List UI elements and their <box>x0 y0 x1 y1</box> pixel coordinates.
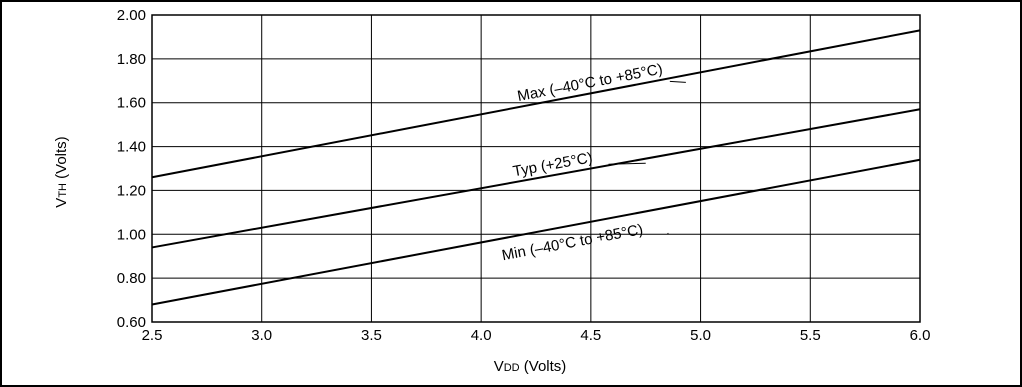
tick-labels: 2.5 3.0 3.5 4.0 4.5 5.0 5.5 6.0 0.60 0.80 1.00 1.20… <box>117 7 931 344</box>
x-tick-label-3: 4.0 <box>471 327 492 344</box>
curve-label-min: Min (–40°C to +85°C) <box>500 221 644 264</box>
y-tick-label-2: 1.00 <box>117 226 146 243</box>
x-tick-label-6: 5.5 <box>800 327 821 344</box>
curve-label-leader-max <box>669 80 686 83</box>
series-line-max <box>151 29 921 179</box>
y-tick-label-6: 1.80 <box>117 51 146 68</box>
y-tick-label-5: 1.60 <box>117 95 146 112</box>
y-tick-label-0: 0.60 <box>117 314 146 331</box>
series-line-typ <box>151 108 921 249</box>
x-tick-label-5: 5.0 <box>690 327 711 344</box>
curve-label-leader-min <box>667 232 669 235</box>
y-tick-label-7: 2.00 <box>117 7 146 24</box>
y-axis-label: VTH (Volts) <box>53 136 70 207</box>
series-line-min <box>151 158 921 306</box>
y-tick-label-3: 1.20 <box>117 182 146 199</box>
x-axis-label: VDD (Volts) <box>494 358 567 375</box>
plot-area-border <box>151 14 921 323</box>
x-tick-label-1: 3.0 <box>251 327 272 344</box>
grid <box>151 14 921 323</box>
x-tick-label-0: 2.5 <box>142 327 163 344</box>
y-tick-label-1: 0.80 <box>117 270 146 287</box>
series-lines <box>151 29 921 306</box>
x-tick-label-2: 3.5 <box>361 327 382 344</box>
x-tick-label-4: 4.5 <box>580 327 601 344</box>
y-tick-label-4: 1.40 <box>117 139 146 156</box>
curve-label-leader-typ <box>608 162 646 165</box>
x-tick-label-7: 6.0 <box>910 327 931 344</box>
